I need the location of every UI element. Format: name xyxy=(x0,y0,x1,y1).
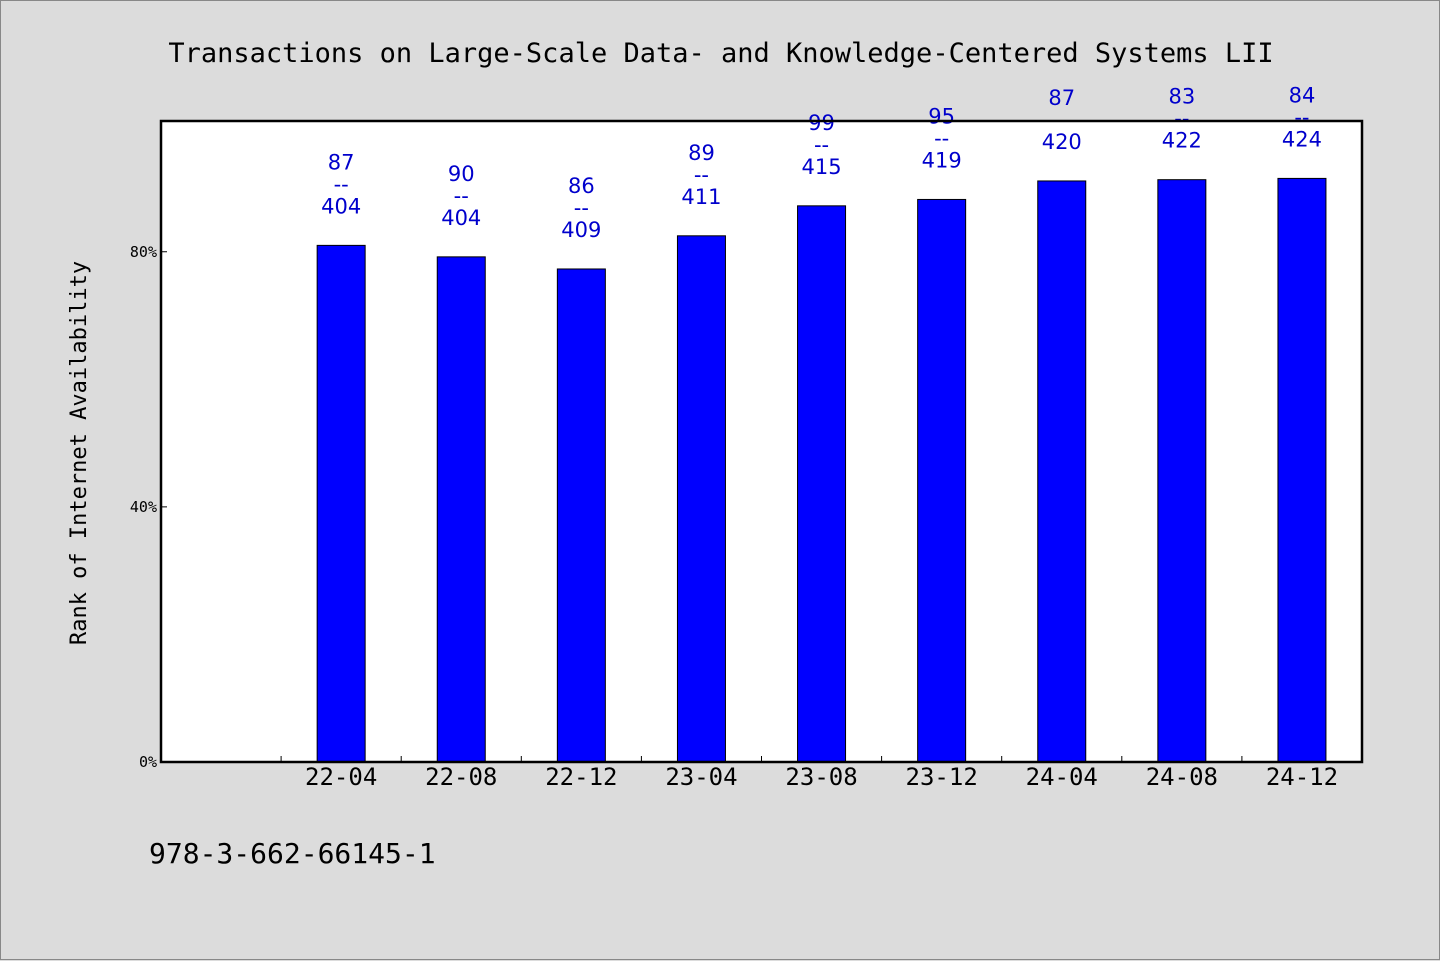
isbn-text: 978-3-662-66145-1 xyxy=(149,837,436,870)
bar-label-top: 95 xyxy=(928,104,955,128)
x-axis: 22-04 22-08 22-12 23-04 23-08 23-12 24-04 24-08… xyxy=(280,756,1338,791)
bar xyxy=(436,256,486,763)
bar-label-bottom: 404 xyxy=(441,206,481,230)
x-tick-label: 24-04 xyxy=(1026,763,1098,791)
bar-label-top: 87 xyxy=(328,150,355,174)
bar-label-bottom: 424 xyxy=(1282,127,1322,151)
bar-label-bottom: 420 xyxy=(1042,130,1082,154)
bar-label-sep: -- xyxy=(454,184,469,208)
bars-layer xyxy=(316,177,1327,763)
bar-label-top: 90 xyxy=(448,162,475,186)
y-axis-label: Rank of Internet Availability xyxy=(67,261,92,645)
bar xyxy=(556,268,606,763)
bar xyxy=(917,198,967,763)
bar-label-top: 86 xyxy=(568,174,595,198)
bar-label-sep: -- xyxy=(814,133,829,157)
bar-label-sep: -- xyxy=(1294,105,1309,129)
y-tick-label: 40% xyxy=(130,498,157,516)
bar xyxy=(1157,179,1207,763)
bar-label-sep: -- xyxy=(334,172,349,196)
bar-label-bottom: 422 xyxy=(1162,129,1202,153)
bar-label-top: 87 xyxy=(1048,86,1075,110)
bar-label-sep: -- xyxy=(694,163,709,187)
bar-label-bottom: 419 xyxy=(922,148,962,172)
bar-labels-layer: 87--40490--40486--40989--41199--41595--4… xyxy=(321,83,1322,242)
x-tick-label: 22-08 xyxy=(425,763,497,791)
x-tick-label: 22-12 xyxy=(545,763,617,791)
x-tick-label: 22-04 xyxy=(305,763,377,791)
y-tick-label: 0% xyxy=(139,753,157,771)
bar-label-bottom: 415 xyxy=(802,155,842,179)
bar-label-top: 89 xyxy=(688,141,715,165)
bar-label-top: 83 xyxy=(1168,85,1195,109)
bar-label-sep: -- xyxy=(1174,107,1189,131)
bar-label-sep: -- xyxy=(574,196,589,220)
bar-label-top: 99 xyxy=(808,111,835,135)
x-tick-label: 23-04 xyxy=(665,763,737,791)
bar-label-top: 84 xyxy=(1289,83,1316,107)
bar xyxy=(316,244,366,763)
bar xyxy=(1037,180,1087,763)
bar-label-bottom: 404 xyxy=(321,194,361,218)
x-tick-label: 24-08 xyxy=(1146,763,1218,791)
y-axis: 0% 40% 80% xyxy=(130,243,167,771)
bar xyxy=(676,235,726,763)
x-tick-label: 24-12 xyxy=(1266,763,1338,791)
x-tick-label: 23-08 xyxy=(785,763,857,791)
bar-label-sep: -- xyxy=(934,126,949,150)
bar-label-bottom: 409 xyxy=(561,218,601,242)
x-tick-label: 23-12 xyxy=(906,763,978,791)
chart-title: Transactions on Large-Scale Data- and Kn… xyxy=(168,38,1273,69)
y-tick-label: 80% xyxy=(130,243,157,261)
bar xyxy=(797,205,847,763)
bar xyxy=(1277,177,1327,763)
bar-label-bottom: 411 xyxy=(681,185,721,209)
